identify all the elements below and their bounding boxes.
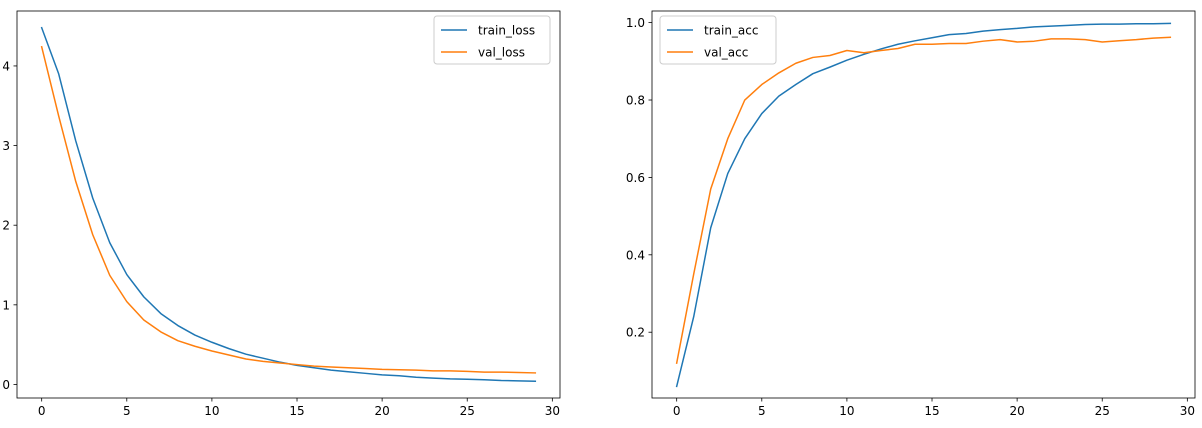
y-tick-label: 0.6 [626, 171, 645, 185]
y-tick-label: 0.8 [626, 94, 645, 108]
x-tick-label: 15 [289, 404, 304, 418]
y-tick-label: 0.4 [626, 248, 645, 262]
legend-label-val_acc: val_acc [704, 46, 748, 60]
x-tick-label: 5 [123, 404, 131, 418]
x-tick-label: 30 [1180, 404, 1195, 418]
x-tick-label: 10 [204, 404, 219, 418]
legend-label-val_loss: val_loss [478, 46, 525, 60]
legend: train_acc val_acc [659, 15, 777, 65]
series-line-train_loss [40, 26, 537, 383]
legend: train_loss val_loss [433, 15, 551, 65]
y-tick-label: 0 [2, 378, 10, 392]
legend-label-train_acc: train_acc [704, 24, 758, 38]
series-line-train_acc [675, 22, 1172, 388]
x-tick-label: 25 [460, 404, 475, 418]
y-tick-label: 1 [2, 298, 10, 312]
loss-chart: 0 5 10 15 20 25 30 0 1 2 3 4 train_loss val_loss [2, 10, 561, 418]
y-tick-label: 0.2 [626, 326, 645, 340]
y-tick-label: 3 [2, 139, 10, 153]
series-line-val_loss [40, 45, 537, 374]
series-line-val_acc [675, 36, 1172, 365]
x-tick-label: 5 [758, 404, 766, 418]
x-tick-label: 25 [1095, 404, 1110, 418]
axes-frame [16, 10, 561, 399]
accuracy-chart: 0 5 10 15 20 25 30 0.2 0.4 0.6 0.8 1.0 train_acc val_… [626, 10, 1196, 418]
y-tick-label: 2 [2, 219, 10, 233]
y-tick-label: 4 [2, 59, 10, 73]
x-tick-label: 0 [673, 404, 681, 418]
x-tick-label: 15 [924, 404, 939, 418]
legend-label-train_loss: train_loss [478, 24, 535, 38]
x-tick-label: 30 [545, 404, 560, 418]
x-tick-label: 20 [374, 404, 389, 418]
x-tick-label: 0 [38, 404, 46, 418]
x-tick-label: 10 [839, 404, 854, 418]
y-tick-label: 1.0 [626, 16, 645, 30]
axes-frame [651, 10, 1196, 399]
x-tick-label: 20 [1009, 404, 1024, 418]
